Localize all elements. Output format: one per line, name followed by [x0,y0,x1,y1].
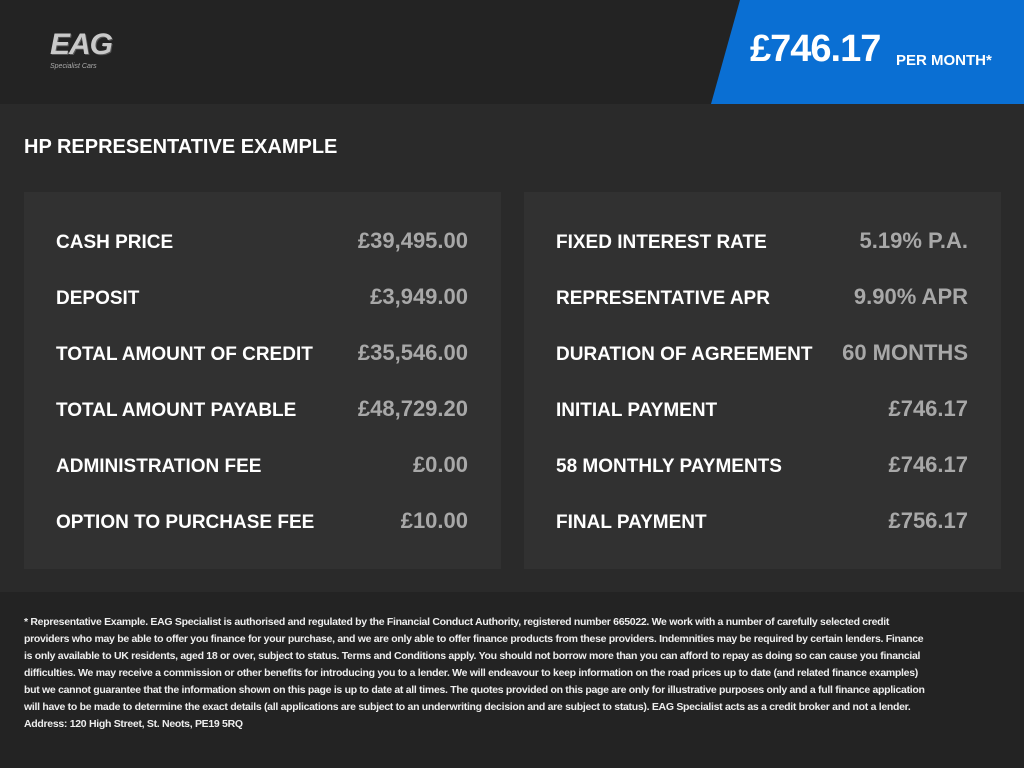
row-value: 60 MONTHS [842,340,968,365]
row-value: £48,729.20 [357,396,468,421]
finance-row: 58 MONTHLY PAYMENTS £746.17 [556,452,968,482]
row-value: £746.17 [888,396,968,421]
row-value: £746.17 [888,452,968,477]
finance-row: ADMINISTRATION FEE £0.00 [56,452,468,482]
finance-row: DEPOSIT £3,949.00 [56,284,468,314]
row-value: 9.90% APR [853,284,968,309]
row-label: REPRESENTATIVE APR [556,288,770,309]
finance-panel: CASH PRICE £39,495.00 DEPOSIT £3,949.00 TOTA… [24,192,501,569]
section-title: HP REPRESENTATIVE EXAMPLE [24,136,338,158]
monthly-price: £746.17 [750,28,881,70]
finance-row: DURATION OF AGREEMENT 60 MONTHS [556,340,968,370]
row-value: 5.19% P.A. [859,228,968,253]
finance-panel: FIXED INTEREST RATE 5.19% P.A. REPRESENTAT… [524,192,1001,569]
price-suffix: PER MONTH* [896,52,992,69]
row-label: TOTAL AMOUNT OF CREDIT [56,344,313,365]
row-value: £0.00 [412,452,468,477]
row-value: £35,546.00 [357,340,468,365]
finance-row: OPTION TO PURCHASE FEE £10.00 [56,508,468,538]
row-label: INITIAL PAYMENT [556,400,718,421]
logo[interactable]: EAG [50,28,113,61]
finance-row: REPRESENTATIVE APR 9.90% APR [556,284,968,314]
row-label: CASH PRICE [56,232,174,253]
finance-row: FINAL PAYMENT £756.17 [556,508,968,538]
row-value: £3,949.00 [370,284,468,309]
row-label: DURATION OF AGREEMENT [556,344,813,365]
row-label: DEPOSIT [56,288,140,309]
finance-row: TOTAL AMOUNT OF CREDIT £35,546.00 [56,340,468,370]
finance-row: CASH PRICE £39,495.00 [56,228,468,258]
logo-subtitle: Specialist Cars [50,63,97,70]
row-label: 58 MONTHLY PAYMENTS [556,456,782,477]
row-value: £39,495.00 [357,228,468,253]
row-label: TOTAL AMOUNT PAYABLE [56,400,297,421]
price-banner [711,0,1024,104]
price-background [711,0,1024,104]
footer [0,592,1024,768]
row-value: £10.00 [400,508,468,533]
row-label: FIXED INTEREST RATE [556,232,767,253]
row-label: FINAL PAYMENT [556,512,707,533]
finance-row: INITIAL PAYMENT £746.17 [556,396,968,426]
row-value: £756.17 [888,508,968,533]
row-label: OPTION TO PURCHASE FEE [56,512,315,533]
finance-row: FIXED INTEREST RATE 5.19% P.A. [556,228,968,258]
disclaimer: * Representative Example. EAG Specialist… [24,616,925,730]
finance-row: TOTAL AMOUNT PAYABLE £48,729.20 [56,396,468,426]
row-label: ADMINISTRATION FEE [56,456,262,477]
